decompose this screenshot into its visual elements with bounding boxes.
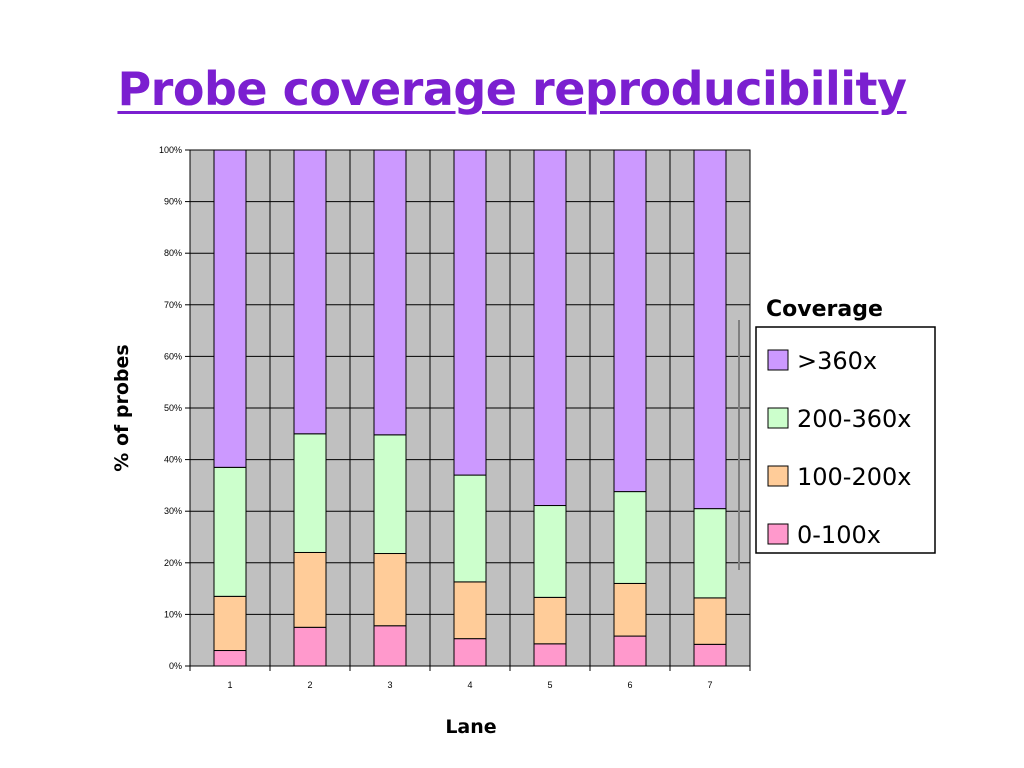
y-axis-title: % of probes (111, 344, 133, 471)
legend-label: 100-200x (797, 463, 911, 491)
bar-segment (213, 595, 247, 652)
bar-segment (533, 149, 567, 507)
x-tick-label: 7 (707, 680, 712, 690)
bar-segment (453, 581, 487, 640)
y-tick-label: 30% (164, 506, 182, 516)
bar-segment (373, 553, 407, 627)
bar-segment (453, 638, 487, 667)
x-tick-label: 2 (307, 680, 312, 690)
x-tick-label: 1 (227, 680, 232, 690)
y-tick-label: 20% (164, 558, 182, 568)
y-tick-label: 80% (164, 248, 182, 258)
bar-segment (693, 597, 727, 645)
bar-segment (213, 466, 247, 597)
y-axis-ticks: 0% 10% 20% 30% 40% 50% 60% 70% 80% 90% 100% (159, 145, 190, 671)
bar-segment (293, 149, 327, 435)
y-tick-label: 70% (164, 300, 182, 310)
y-tick-label: 50% (164, 403, 182, 413)
legend-label: 200-360x (797, 405, 911, 433)
bar-segment (693, 508, 727, 599)
legend-entries: >360x 200-360x 100-200x 0-100x (767, 347, 911, 549)
bar-segment (453, 149, 487, 476)
bar-segment (533, 596, 567, 645)
legend-swatch (767, 523, 789, 545)
y-tick-label: 60% (164, 351, 182, 361)
legend-swatch (767, 465, 789, 487)
x-tick-label: 6 (627, 680, 632, 690)
bar-segment (293, 626, 327, 667)
bar-segment (373, 625, 407, 667)
x-axis-title: Lane (445, 716, 496, 738)
bar-segment (213, 650, 247, 667)
bar-segment (613, 491, 647, 584)
bar-segment (613, 149, 647, 493)
legend-label: 0-100x (797, 521, 881, 549)
legend-title: Coverage (766, 297, 883, 322)
y-tick-label: 100% (159, 145, 182, 155)
legend-swatch (767, 349, 789, 371)
bar-segment (213, 149, 247, 468)
x-tick-label: 5 (547, 680, 552, 690)
x-tick-label: 3 (387, 680, 392, 690)
bar-segment (533, 643, 567, 667)
bar-segment (613, 635, 647, 667)
bar-segment (373, 149, 407, 436)
legend-swatch (767, 407, 789, 429)
bar-segment (533, 505, 567, 598)
y-tick-label: 10% (164, 609, 182, 619)
x-tick-label: 4 (467, 680, 472, 690)
bar-segment (293, 433, 327, 553)
y-tick-label: 40% (164, 455, 182, 465)
x-axis-ticks: 1 2 3 4 5 6 7 (189, 666, 751, 690)
y-tick-label: 90% (164, 197, 182, 207)
bar-segment (453, 474, 487, 583)
bar-segment (613, 582, 647, 637)
bars (213, 149, 727, 667)
bar-segment (693, 149, 727, 510)
bar-segment (693, 643, 727, 667)
bar-segment (293, 551, 327, 628)
slide-title: Probe coverage reproducibility (117, 62, 907, 116)
bar-segment (373, 434, 407, 555)
y-tick-label: 0% (169, 661, 182, 671)
legend-label: >360x (797, 347, 877, 375)
